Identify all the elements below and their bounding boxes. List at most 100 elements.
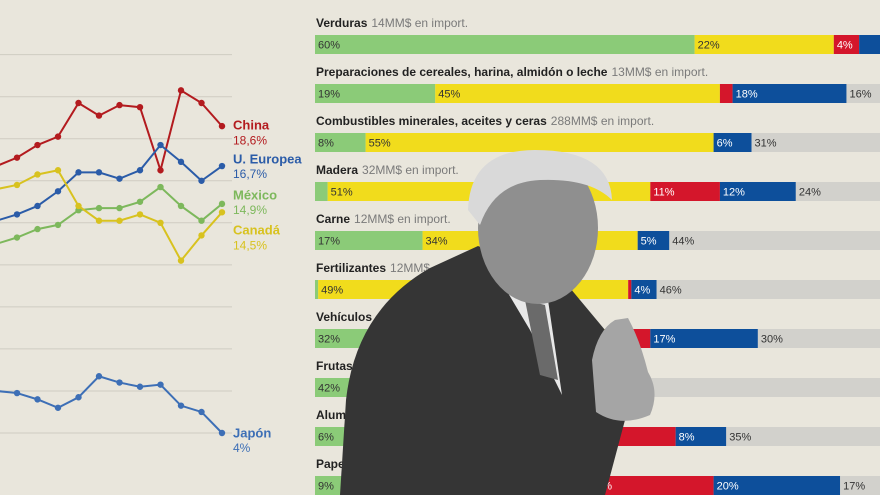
- row-title-name: Frutas: [316, 359, 353, 373]
- point: [95, 373, 103, 380]
- point: [34, 225, 41, 233]
- point: [177, 158, 185, 166]
- point: [34, 396, 41, 403]
- bar-segment: [656, 280, 880, 299]
- bar-segment: [833, 35, 860, 54]
- bar-segment: [719, 182, 796, 201]
- row-title-name: Papel: [316, 457, 348, 471]
- series-label: Canadá: [233, 223, 281, 238]
- point: [198, 408, 205, 416]
- point: [95, 204, 103, 212]
- point: [198, 217, 205, 224]
- bar-segment: [435, 84, 720, 103]
- series-label: México: [233, 187, 277, 202]
- row-subtitle: 14MM$ en import.: [371, 16, 468, 30]
- segment-label: 8%: [318, 137, 334, 149]
- point: [34, 202, 41, 210]
- bar-segment: [650, 329, 758, 348]
- end-value-label: 18,6%: [233, 133, 267, 147]
- point: [13, 181, 21, 189]
- line: [0, 143, 223, 221]
- segment-label: 9%: [318, 480, 334, 492]
- segment-label: 12%: [723, 186, 745, 198]
- end-value-label: 4%: [233, 441, 251, 455]
- row-title: Papel: [316, 457, 348, 471]
- segment-label: 45%: [438, 88, 460, 100]
- series-label: China: [233, 118, 270, 133]
- row-title-name: Vehículos: [316, 310, 372, 324]
- bar-segment: [675, 427, 727, 446]
- point: [218, 429, 226, 437]
- point: [177, 402, 185, 409]
- bar-segment: [315, 133, 366, 152]
- bar-segment: [713, 476, 841, 495]
- point: [75, 394, 82, 401]
- row-title: Vehículos: [316, 310, 372, 324]
- point: [54, 188, 62, 195]
- point: [116, 175, 123, 182]
- line: [0, 185, 223, 244]
- photo-face: [478, 152, 598, 304]
- row-title: Verduras 14MM$ en import.: [316, 16, 468, 30]
- point: [157, 219, 164, 227]
- segment-label: 44%: [672, 235, 694, 247]
- row-subtitle: 32MM$ en import.: [362, 163, 459, 177]
- bar-segment: [732, 84, 847, 103]
- row-title-name: Fertilizantes: [316, 261, 386, 275]
- segment-label: 16%: [849, 88, 871, 100]
- row-subtitle: 288MM$ en import.: [551, 114, 654, 128]
- line: [0, 375, 223, 434]
- bar-segment: [713, 133, 752, 152]
- point: [218, 122, 226, 130]
- point: [136, 167, 144, 174]
- point: [198, 232, 205, 239]
- segment-label: 31%: [755, 137, 777, 149]
- point: [116, 204, 123, 212]
- point: [95, 112, 103, 119]
- segment-label: 20%: [717, 480, 739, 492]
- segment-label: 22%: [698, 39, 720, 51]
- point: [54, 221, 62, 229]
- point: [198, 99, 205, 107]
- point: [13, 234, 21, 241]
- bar-segment: [637, 231, 670, 250]
- point: [75, 202, 82, 210]
- bar-segment: [859, 35, 880, 54]
- row-title: Preparaciones de cereales, harina, almid…: [316, 65, 708, 79]
- bar-segment: [650, 182, 720, 201]
- bar-segment: [795, 182, 880, 201]
- segment-label: 19%: [318, 88, 340, 100]
- photo-suit: [340, 246, 625, 495]
- bar-segment: [846, 84, 880, 103]
- point: [54, 133, 62, 140]
- row-subtitle: 12MM$ en import.: [354, 212, 451, 226]
- point: [218, 200, 226, 208]
- segment-label: 17%: [843, 480, 865, 492]
- segment-label: 35%: [729, 431, 751, 443]
- series-label: Japón: [233, 425, 271, 440]
- point: [218, 162, 226, 170]
- bar-segment: [757, 329, 880, 348]
- point: [177, 257, 185, 264]
- point: [116, 217, 123, 224]
- point: [157, 381, 164, 388]
- segment-label: 42%: [318, 382, 340, 394]
- segment-label: 60%: [318, 39, 340, 51]
- bar-segment: [315, 35, 695, 54]
- point: [95, 169, 103, 176]
- segment-label: 11%: [653, 186, 674, 198]
- bar-segment: [840, 476, 880, 495]
- point: [177, 202, 185, 210]
- row-title-name: Combustibles minerales, aceites y ceras: [316, 114, 547, 128]
- row-title-name: Verduras: [316, 16, 368, 30]
- segment-label: 55%: [369, 137, 391, 149]
- bar-segment: [628, 280, 632, 299]
- row-title: Frutas: [316, 359, 353, 373]
- segment-label: 18%: [736, 88, 758, 100]
- row-title-name: Carne: [316, 212, 350, 226]
- bar-segment: [315, 182, 328, 201]
- row-subtitle: 13MM$ en import.: [611, 65, 708, 79]
- bar-segment: [618, 378, 880, 397]
